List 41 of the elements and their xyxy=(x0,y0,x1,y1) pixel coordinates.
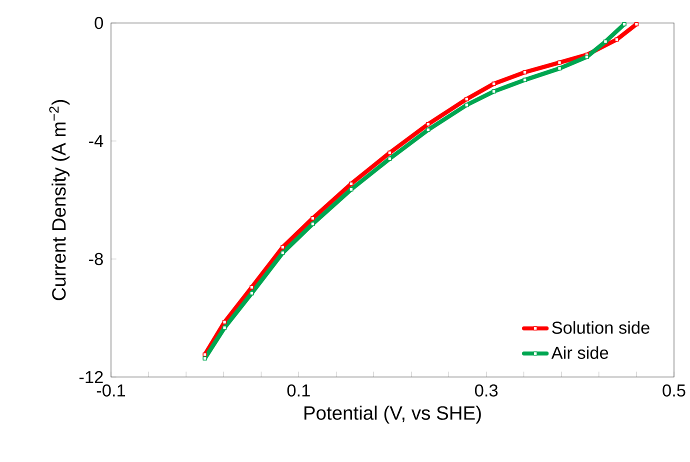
x-tick-label: 0.1 xyxy=(287,384,310,397)
x-tick-label: -0.1 xyxy=(96,384,126,397)
point xyxy=(222,320,227,324)
point xyxy=(426,128,430,132)
y-axis-title: Current Density (A m$^{−2}$) xyxy=(49,100,70,300)
legend-label: Solution side xyxy=(552,321,650,334)
point xyxy=(522,70,527,74)
point xyxy=(202,352,207,357)
point xyxy=(250,285,254,290)
point xyxy=(349,182,354,186)
point xyxy=(557,60,562,65)
x-axis-title: Potential (V, vs SHE) xyxy=(304,406,481,424)
point xyxy=(250,291,254,296)
y-tick-label: -4 xyxy=(89,135,104,147)
point xyxy=(222,326,227,330)
point xyxy=(464,96,469,102)
point xyxy=(522,78,527,82)
y-tick-label: -8 xyxy=(89,252,103,266)
point xyxy=(492,89,496,94)
point xyxy=(464,102,469,108)
x-tick-label: 0.5 xyxy=(662,384,686,397)
point xyxy=(310,216,315,220)
point xyxy=(634,22,639,26)
point xyxy=(492,82,496,86)
point xyxy=(426,122,430,126)
point xyxy=(202,356,207,361)
point xyxy=(603,39,608,44)
point xyxy=(280,245,285,250)
point xyxy=(614,37,619,42)
point xyxy=(349,187,354,192)
point xyxy=(310,222,315,226)
point xyxy=(280,250,285,255)
y-tick-label: 0 xyxy=(94,16,103,30)
point xyxy=(388,156,392,161)
x-tick-label: 0.3 xyxy=(474,384,498,397)
point xyxy=(622,22,626,26)
legend-label: Air side xyxy=(551,346,608,359)
point xyxy=(584,54,589,60)
point xyxy=(557,66,562,71)
point xyxy=(388,150,392,155)
y-tick-label: -12 xyxy=(79,370,103,384)
